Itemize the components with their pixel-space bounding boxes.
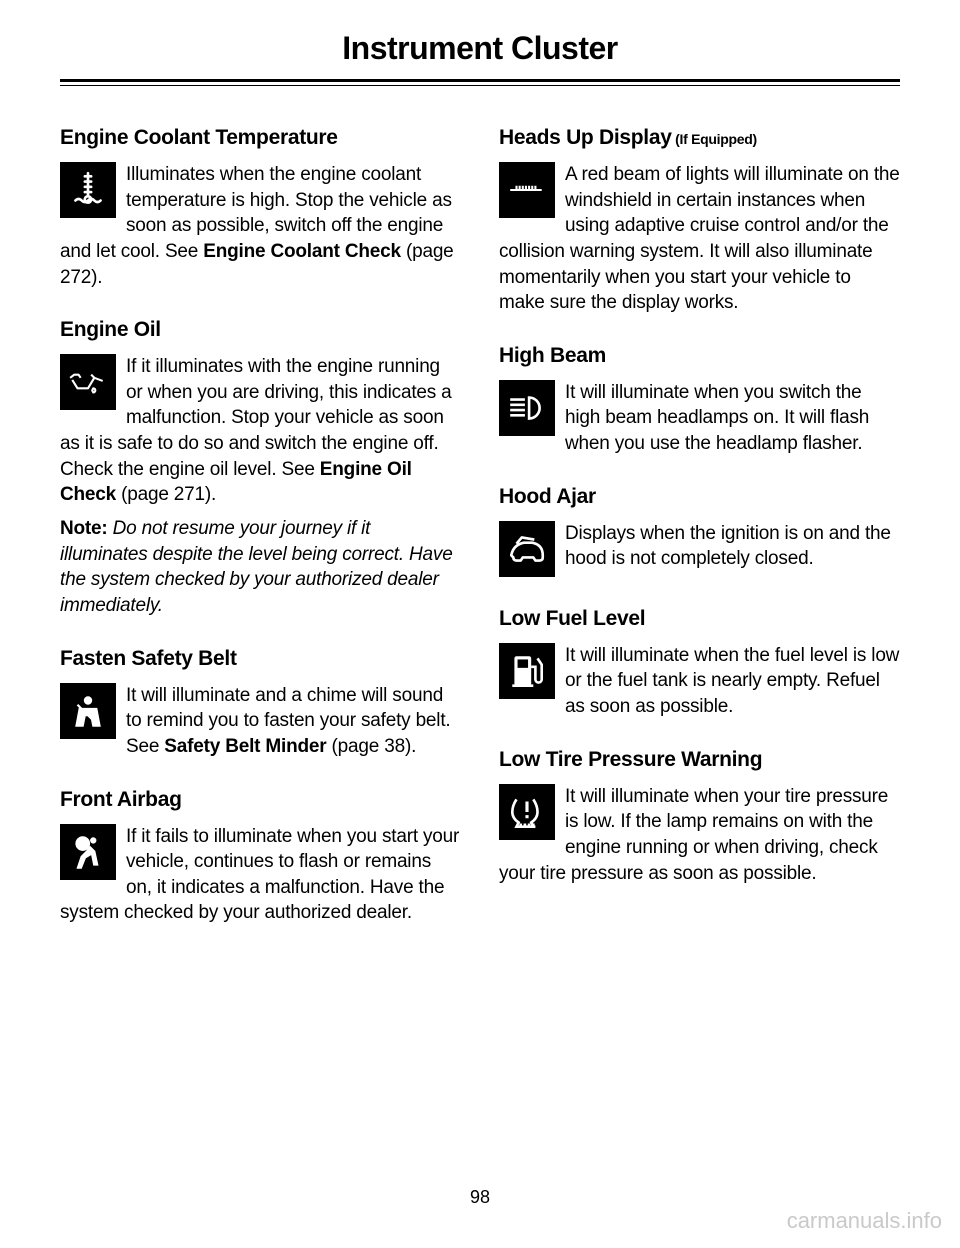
ref-bold: Engine Coolant Check xyxy=(203,241,401,262)
qualifier-text: (If Equipped) xyxy=(672,131,757,147)
text: (page 38). xyxy=(326,736,416,757)
heading-hood: Hood Ajar xyxy=(499,485,900,509)
heading-coolant: Engine Coolant Temperature xyxy=(60,126,461,150)
heading-hud: Heads Up Display (If Equipped) xyxy=(499,126,900,150)
body-tire: It will illuminate when your tire pressu… xyxy=(499,784,900,887)
note-label: Note: xyxy=(60,518,108,539)
ref-bold: Safety Belt Minder xyxy=(164,736,326,757)
section-airbag: Front Airbag If it fails to illuminate w… xyxy=(60,788,461,927)
section-fuel: Low Fuel Level It will illuminate when t… xyxy=(499,607,900,720)
front-airbag-icon xyxy=(60,824,116,880)
body-highbeam: It will illuminate when you switch the h… xyxy=(499,380,900,457)
section-hood: Hood Ajar Displays when the ignition is … xyxy=(499,485,900,579)
text: It will illuminate when your tire pressu… xyxy=(499,786,888,884)
body-oil: If it illuminates with the engine runnin… xyxy=(60,354,461,508)
heading-highbeam: High Beam xyxy=(499,344,900,368)
text: (page 271). xyxy=(116,484,216,505)
body-coolant: Illuminates when the engine coolant temp… xyxy=(60,162,461,290)
heads-up-display-icon xyxy=(499,162,555,218)
text: A red beam of lights will illuminate on … xyxy=(499,164,900,313)
note-oil: Note: Do not resume your journey if it i… xyxy=(60,516,461,619)
heading-airbag: Front Airbag xyxy=(60,788,461,812)
safety-belt-icon xyxy=(60,683,116,739)
heading-tire: Low Tire Pressure Warning xyxy=(499,748,900,772)
text: It will illuminate when the fuel level i… xyxy=(565,645,899,717)
text: If it fails to illuminate when you start… xyxy=(60,826,459,924)
section-belt: Fasten Safety Belt It will illuminate an… xyxy=(60,647,461,760)
heading-belt: Fasten Safety Belt xyxy=(60,647,461,671)
engine-oil-icon xyxy=(60,354,116,410)
left-column: Engine Coolant Temperature Illuminates w… xyxy=(60,126,461,954)
page-number: 98 xyxy=(0,1187,960,1208)
divider-thick xyxy=(60,79,900,82)
body-fuel: It will illuminate when the fuel level i… xyxy=(499,643,900,720)
body-hood: Displays when the ignition is on and the… xyxy=(499,521,900,572)
body-airbag: If it fails to illuminate when you start… xyxy=(60,824,461,927)
low-fuel-icon xyxy=(499,643,555,699)
watermark: carmanuals.info xyxy=(787,1208,942,1234)
divider-thin xyxy=(60,85,900,86)
note-text: Do not resume your journey if it illumin… xyxy=(60,518,453,616)
section-hud: Heads Up Display (If Equipped) A red bea… xyxy=(499,126,900,316)
section-coolant: Engine Coolant Temperature Illuminates w… xyxy=(60,126,461,290)
body-hud: A red beam of lights will illuminate on … xyxy=(499,162,900,316)
heading-oil: Engine Oil xyxy=(60,318,461,342)
coolant-temp-icon xyxy=(60,162,116,218)
section-tire: Low Tire Pressure Warning It will illumi… xyxy=(499,748,900,887)
text: Displays when the ignition is on and the… xyxy=(565,523,891,570)
title-text: Heads Up Display xyxy=(499,126,672,149)
section-oil: Engine Oil If it illuminates with the en… xyxy=(60,318,461,618)
hood-ajar-icon xyxy=(499,521,555,577)
body-belt: It will illuminate and a chime will soun… xyxy=(60,683,461,760)
heading-fuel: Low Fuel Level xyxy=(499,607,900,631)
right-column: Heads Up Display (If Equipped) A red bea… xyxy=(499,126,900,954)
high-beam-icon xyxy=(499,380,555,436)
section-highbeam: High Beam It will illuminate when you sw… xyxy=(499,344,900,457)
tire-pressure-icon xyxy=(499,784,555,840)
text: It will illuminate when you switch the h… xyxy=(565,382,869,454)
page-title: Instrument Cluster xyxy=(60,30,900,79)
